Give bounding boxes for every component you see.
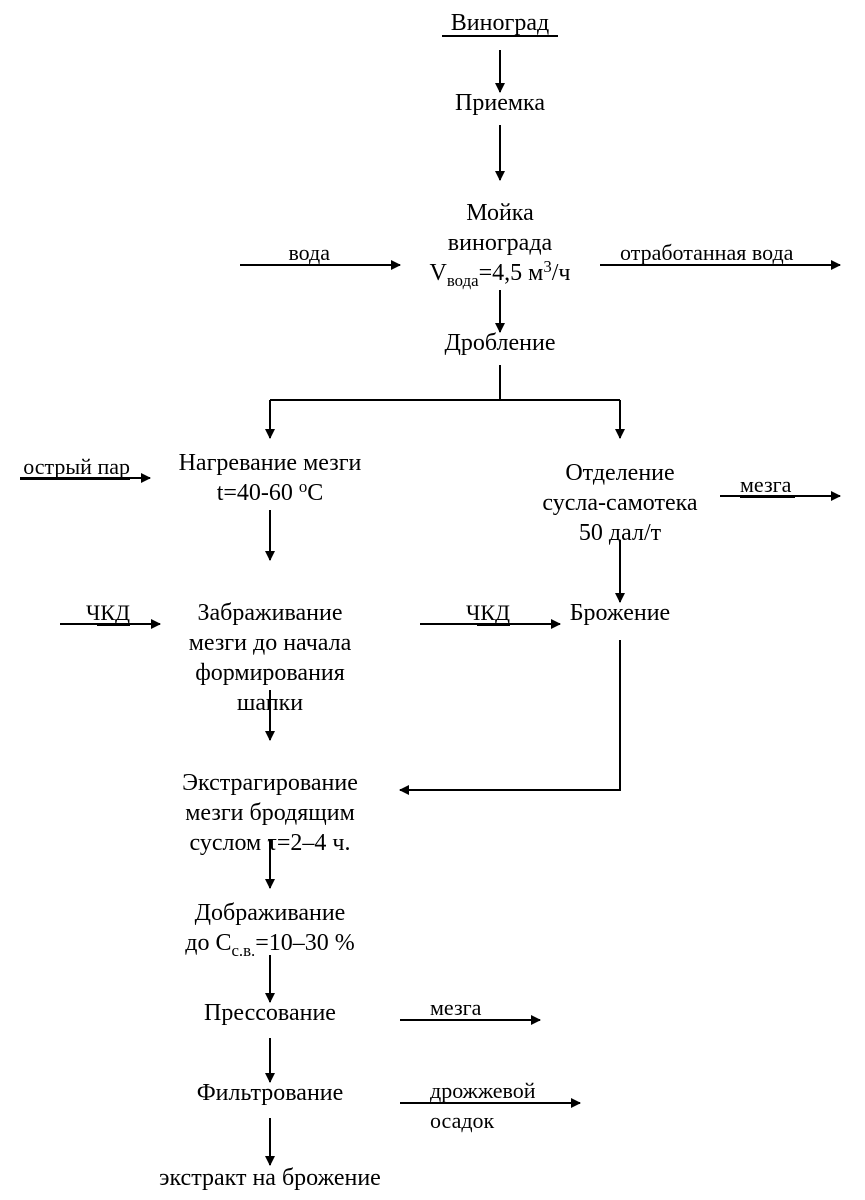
node-text-start_ferment: Забраживаниемезги до началаформированияш… <box>189 600 352 716</box>
label-water_out: отработанная вода <box>620 240 794 265</box>
node-text-fermentation: Брожение <box>570 600 670 626</box>
node-text-reception: Приемка <box>455 90 545 116</box>
label-steam_in: острый пар <box>23 454 130 479</box>
node-text-heating: Нагревание мезгиt=40-60 оС <box>179 450 362 506</box>
flowchart: Виноград Приемка МойкавиноградаVвода=4,5 м… <box>0 0 865 1200</box>
label-water_in: вода <box>288 240 330 265</box>
node-text-post_ferment: Дображиваниедо Сс.в.=10–30 % <box>185 900 355 960</box>
label-yeast_out2: осадок <box>430 1108 495 1133</box>
node-pressing: Прессование <box>204 1000 336 1026</box>
node-fermentation: Брожение <box>570 600 670 626</box>
node-text-grapes: Виноград <box>451 10 549 36</box>
label-chkd_left: ЧКД <box>86 600 130 625</box>
label-mezga_out2: мезга <box>430 995 482 1020</box>
edge-ferment_to_extract <box>400 640 620 790</box>
node-washing: МойкавиноградаVвода=4,5 м3/ч <box>430 200 571 290</box>
label-mezga_out1: мезга <box>740 472 792 497</box>
node-text-pressing: Прессование <box>204 1000 336 1026</box>
node-start_ferment: Забраживаниемезги до началаформированияш… <box>189 600 352 716</box>
node-text-extract: экстракт на брожение <box>159 1165 381 1191</box>
node-text-separation: Отделениесусла-самотека50 дал/т <box>542 460 698 546</box>
node-text-filtering: Фильтрование <box>197 1080 344 1106</box>
node-heating: Нагревание мезгиt=40-60 оС <box>179 450 362 506</box>
node-filtering: Фильтрование <box>197 1080 344 1106</box>
label-yeast_out: дрожжевой <box>430 1078 536 1103</box>
node-crushing: Дробление <box>445 330 556 356</box>
node-post_ferment: Дображиваниедо Сс.в.=10–30 % <box>185 900 355 960</box>
node-extract: экстракт на брожение <box>159 1165 381 1191</box>
node-text-crushing: Дробление <box>445 330 556 356</box>
node-text-washing: МойкавиноградаVвода=4,5 м3/ч <box>430 200 571 290</box>
label-chkd_mid: ЧКД <box>466 600 510 625</box>
node-separation: Отделениесусла-самотека50 дал/т <box>542 460 698 546</box>
node-text-extraction: Экстрагированиемезги бродящимсуслом τ=2–… <box>182 770 358 856</box>
node-grapes: Виноград <box>442 10 558 36</box>
node-extraction: Экстрагированиемезги бродящимсуслом τ=2–… <box>182 770 358 856</box>
node-reception: Приемка <box>455 90 545 116</box>
